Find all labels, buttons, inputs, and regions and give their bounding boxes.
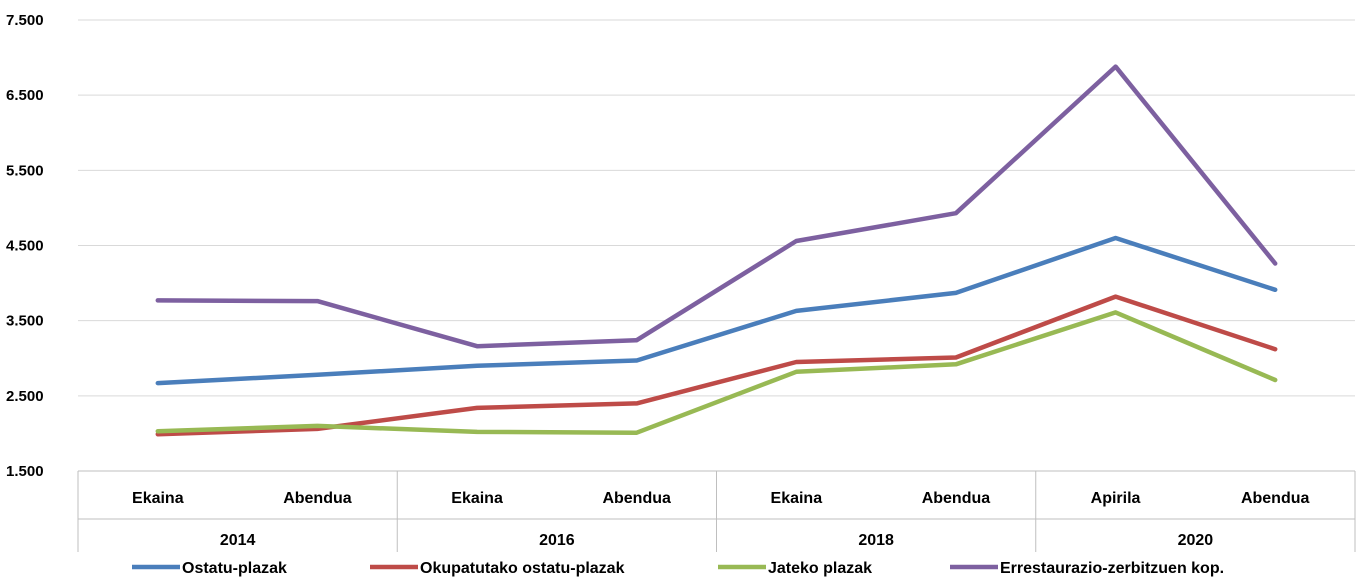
y-axis: 1.500 2.500 3.500 4.500 5.500 6.500 7.500 bbox=[6, 12, 44, 480]
y-tick-label: 7.500 bbox=[6, 12, 44, 29]
data-point bbox=[635, 401, 639, 405]
group-label: 2020 bbox=[1178, 532, 1214, 549]
data-point bbox=[475, 430, 479, 434]
data-point bbox=[794, 360, 798, 364]
group-label: 2016 bbox=[539, 532, 575, 549]
legend-label: Okupatutako ostatu-plazak bbox=[420, 560, 625, 577]
series-line bbox=[155, 310, 1278, 435]
x-tick-label: Ekaina bbox=[451, 490, 503, 507]
legend-label: Ostatu-plazak bbox=[182, 560, 287, 577]
data-point bbox=[315, 424, 319, 428]
data-point bbox=[1273, 288, 1277, 292]
series-line bbox=[155, 235, 1278, 386]
x-tick-label: Abendua bbox=[283, 490, 352, 507]
x-tick-label: Apirila bbox=[1091, 490, 1141, 507]
data-point bbox=[954, 355, 958, 359]
data-point bbox=[475, 364, 479, 368]
x-tick-label: Abendua bbox=[602, 490, 671, 507]
data-point bbox=[1114, 295, 1118, 299]
y-tick-label: 2.500 bbox=[6, 388, 44, 405]
data-point bbox=[635, 338, 639, 342]
data-point bbox=[475, 344, 479, 348]
data-point bbox=[954, 211, 958, 215]
data-point bbox=[794, 239, 798, 243]
group-label: 2014 bbox=[220, 532, 256, 549]
y-tick-label: 1.500 bbox=[6, 463, 44, 480]
data-point bbox=[156, 381, 160, 385]
x-tick-label: Abendua bbox=[1241, 490, 1310, 507]
y-tick-label: 5.500 bbox=[6, 162, 44, 179]
series-line bbox=[155, 64, 1278, 349]
group-label: 2018 bbox=[858, 532, 894, 549]
y-tick-label: 3.500 bbox=[6, 313, 44, 330]
x-tick-label: Abendua bbox=[922, 490, 991, 507]
data-point bbox=[1114, 65, 1118, 69]
y-tick-label: 4.500 bbox=[6, 238, 44, 255]
data-point bbox=[315, 299, 319, 303]
legend-label: Jateko plazak bbox=[768, 560, 872, 577]
gridlines bbox=[78, 19, 1355, 397]
data-point bbox=[1273, 347, 1277, 351]
x-axis: 2014 2016 2018 2020 Ekaina Abendua Ekaina Abend… bbox=[77, 470, 1356, 552]
series-lines bbox=[155, 64, 1278, 437]
data-point bbox=[954, 362, 958, 366]
data-point bbox=[635, 431, 639, 435]
x-tick-label: Ekaina bbox=[132, 490, 184, 507]
legend: Ostatu-plazak Okupatutako ostatu-plazak Ja… bbox=[132, 560, 1224, 577]
data-point bbox=[1114, 310, 1118, 314]
x-tick-label: Ekaina bbox=[771, 490, 823, 507]
data-point bbox=[475, 406, 479, 410]
data-point bbox=[635, 359, 639, 363]
data-point bbox=[315, 373, 319, 377]
data-point bbox=[794, 370, 798, 374]
data-point bbox=[954, 291, 958, 295]
legend-label: Errestaurazio-zerbitzuen kop. bbox=[1000, 560, 1224, 577]
data-point bbox=[1273, 378, 1277, 382]
data-point bbox=[156, 298, 160, 302]
data-point bbox=[1273, 262, 1277, 266]
data-point bbox=[1114, 236, 1118, 240]
y-tick-label: 6.500 bbox=[6, 87, 44, 104]
data-point bbox=[794, 309, 798, 313]
data-point bbox=[156, 429, 160, 433]
